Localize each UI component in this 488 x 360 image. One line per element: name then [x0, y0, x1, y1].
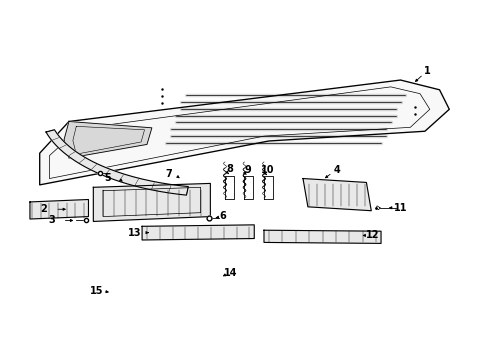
Text: 4: 4 — [333, 165, 340, 175]
Text: 1: 1 — [423, 66, 430, 76]
Text: 8: 8 — [226, 164, 233, 174]
Text: 13: 13 — [127, 228, 141, 238]
Text: 3: 3 — [48, 216, 55, 225]
Text: 15: 15 — [90, 286, 103, 296]
Text: 5: 5 — [104, 172, 111, 183]
Text: 9: 9 — [244, 165, 250, 175]
Text: 2: 2 — [40, 204, 47, 214]
Polygon shape — [64, 121, 152, 158]
Polygon shape — [303, 179, 370, 211]
Text: 10: 10 — [261, 165, 274, 175]
Polygon shape — [30, 199, 88, 219]
Text: 12: 12 — [365, 230, 378, 240]
Polygon shape — [46, 130, 188, 195]
Polygon shape — [264, 230, 380, 243]
Polygon shape — [142, 225, 254, 240]
Text: 11: 11 — [393, 203, 407, 213]
Text: 14: 14 — [224, 267, 237, 278]
Text: 6: 6 — [219, 211, 225, 221]
Polygon shape — [93, 183, 210, 221]
Text: 7: 7 — [165, 169, 172, 179]
Polygon shape — [40, 80, 448, 185]
